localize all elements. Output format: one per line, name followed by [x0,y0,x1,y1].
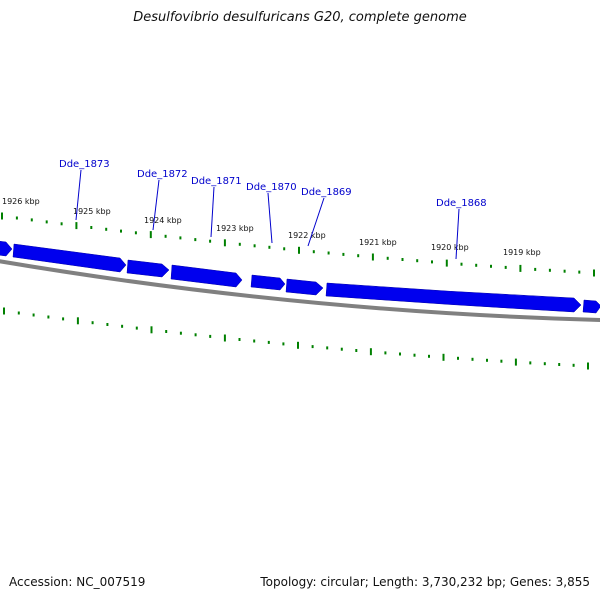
tick-row-bottom [3,307,589,370]
gene-arrow-partial[interactable] [0,240,13,257]
gene-labels: Dde_1873 Dde_1872 Dde_1871 Dde_1870 Dde_… [59,159,487,209]
kbp-label-1920: 1920 kbp [431,243,469,252]
gene-leader-dde-1869 [307,197,325,247]
gene-label-dde-1869[interactable]: Dde_1869 [301,187,352,198]
kbp-label-1923: 1923 kbp [216,224,254,233]
genome-backbone [0,259,600,322]
gene-arrow-next[interactable] [582,299,600,314]
gene-leader-dde-1870 [267,192,273,244]
kbp-label-1921: 1921 kbp [359,238,397,247]
gene-label-dde-1871[interactable]: Dde_1871 [191,176,242,187]
kbp-label-1924: 1924 kbp [144,216,182,225]
kbp-label-1922: 1922 kbp [288,231,326,240]
gene-leader-dde-1868 [455,208,460,260]
kbp-label-1919: 1919 kbp [503,248,541,257]
gene-leader-dde-1872 [152,179,160,231]
gene-arrow-track [0,240,600,314]
gene-arrow-dde-1872[interactable] [126,259,170,278]
gene-label-dde-1870[interactable]: Dde_1870 [246,182,297,193]
tick-row-top [1,212,595,277]
gene-leader-lines [75,169,460,260]
kbp-labels: 1926 kbp 1925 kbp 1924 kbp 1923 kbp 1922… [2,197,541,257]
kbp-label-1925: 1925 kbp [73,207,111,216]
gene-arrow-dde-1871[interactable] [170,264,243,288]
gene-label-dde-1872[interactable]: Dde_1872 [137,169,188,180]
gene-arrow-dde-1869[interactable] [285,278,324,296]
gene-label-dde-1868[interactable]: Dde_1868 [436,198,487,209]
page-title: Desulfovibrio desulfuricans G20, complet… [133,10,467,25]
kbp-label-1926: 1926 kbp [2,197,40,206]
gene-arrow-dde-1868[interactable] [325,282,582,313]
accession-text: Accession: NC_007519 [9,575,146,589]
gene-label-dde-1873[interactable]: Dde_1873 [59,159,110,170]
gene-arrow-dde-1873[interactable] [12,243,127,273]
gene-leader-dde-1871 [210,186,215,238]
gene-arrow-dde-1870[interactable] [250,274,286,291]
genome-summary-text: Topology: circular; Length: 3,730,232 bp… [260,575,590,589]
gene-leader-dde-1873 [75,169,82,221]
